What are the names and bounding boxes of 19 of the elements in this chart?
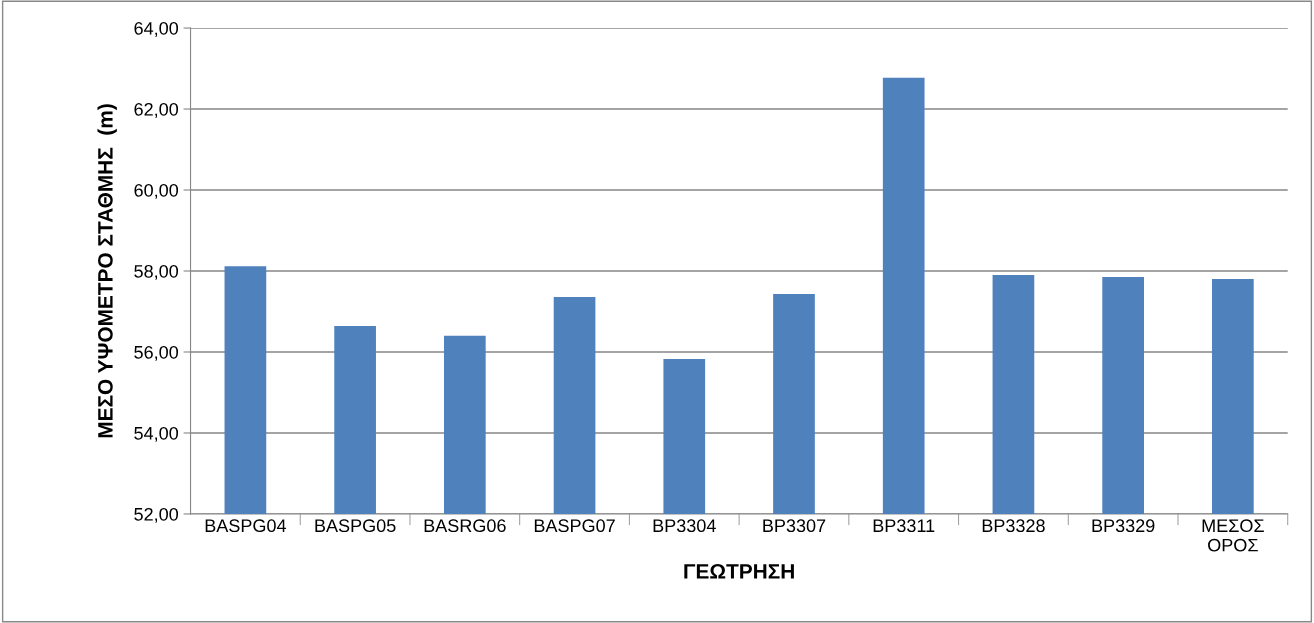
y-axis-title: ΜΕΣΟ ΥΨΟΜΕΤΡΟ ΣΤΑΘΜΗΣ (m): [97, 104, 117, 438]
y-tick-label: 52,00: [134, 507, 179, 523]
y-tick-label: 58,00: [134, 264, 179, 280]
x-tick-label: BASPG04: [205, 519, 287, 533]
x-tick-label: BP3304: [653, 519, 716, 533]
y-tick-label: 62,00: [134, 102, 179, 118]
y-tick-label: 54,00: [134, 426, 179, 442]
x-tick-label: BP3329: [1092, 519, 1155, 533]
x-tick-label: BP3328: [982, 519, 1045, 533]
x-tick-label: BP3311: [873, 519, 935, 533]
x-tick-label: BASPG07: [534, 519, 615, 533]
y-tick-label: 64,00: [134, 21, 179, 37]
y-tick-label: 56,00: [134, 345, 179, 361]
x-tick-label: BP3307: [763, 519, 826, 533]
y-tick-label: 60,00: [134, 183, 179, 199]
x-tick-label: BASPG05: [315, 519, 396, 533]
x-tick-label: ΜΕΣΟΣ ΟΡΟΣ: [1202, 519, 1264, 552]
x-tick-label: BASRG06: [424, 519, 506, 533]
x-axis-title: ΓΕΩΤΡΗΣΗ: [684, 564, 794, 579]
